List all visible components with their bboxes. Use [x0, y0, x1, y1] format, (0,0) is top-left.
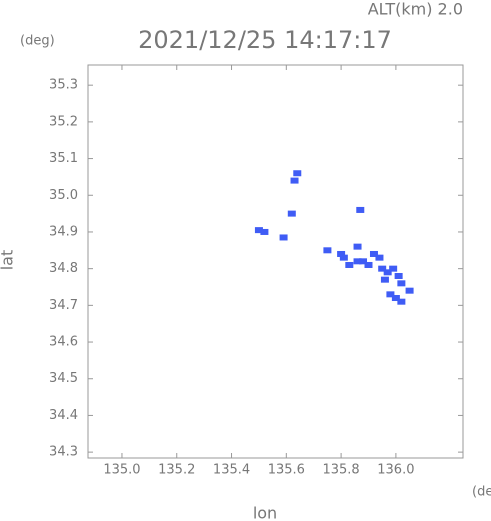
- radar-echo: [345, 261, 354, 268]
- radar-echo: [279, 234, 288, 241]
- y-tick-label: 35.3: [49, 78, 78, 93]
- radar-echo: [356, 206, 365, 213]
- radar-echo: [391, 295, 400, 302]
- radar-echo: [364, 261, 373, 268]
- x-tick-label: 135.6: [268, 463, 305, 478]
- x-tick-label: 135.4: [213, 463, 250, 478]
- radar-echo: [254, 227, 263, 234]
- y-unit: (deg): [20, 34, 55, 49]
- radar-echo: [405, 287, 414, 294]
- y-tick-label: 34.7: [49, 298, 78, 313]
- radar-echo: [353, 243, 362, 250]
- x-tick-label: 135.0: [103, 463, 140, 478]
- radar-echo: [394, 272, 403, 279]
- radar-echo: [290, 177, 299, 184]
- radar-echo: [293, 170, 302, 177]
- y-tick-label: 34.5: [49, 371, 78, 386]
- x-axis-label: lon: [253, 504, 277, 521]
- y-tick-label: 35.1: [49, 151, 78, 166]
- radar-echo: [260, 228, 269, 235]
- radar-echo: [389, 265, 398, 272]
- y-tick-label: 34.3: [49, 445, 78, 460]
- radar-echo: [369, 250, 378, 257]
- radar-echo: [386, 291, 395, 298]
- y-tick-label: 35.2: [49, 114, 78, 129]
- y-tick-label: 35.0: [49, 188, 78, 203]
- radar-echo: [397, 280, 406, 287]
- radar-echo: [378, 265, 387, 272]
- x-tick-label: 135.8: [322, 463, 359, 478]
- radar-echo: [323, 247, 332, 254]
- radar-echo: [359, 258, 368, 265]
- x-unit: (deg): [472, 485, 491, 500]
- radar-echo: [397, 298, 406, 305]
- radar-echo: [337, 250, 346, 257]
- radar-echo: [380, 276, 389, 283]
- radar-echo: [287, 210, 296, 217]
- radar-echo: [353, 258, 362, 265]
- y-tick-label: 34.9: [49, 224, 78, 239]
- y-tick-label: 34.6: [49, 335, 78, 350]
- chart-title: 2021/12/25 14:17:17: [138, 26, 392, 54]
- altitude: ALT(km) 2.0: [368, 0, 463, 19]
- radar-echo: [375, 254, 384, 261]
- plot-frame: [87, 64, 464, 459]
- x-tick-label: 135.2: [158, 463, 195, 478]
- y-tick-label: 34.8: [49, 261, 78, 276]
- y-axis-label: lat: [0, 250, 17, 271]
- radar-echo: [383, 269, 392, 276]
- x-tick-label: 136.0: [377, 463, 414, 478]
- radar-echo: [339, 254, 348, 261]
- y-tick-label: 34.4: [49, 408, 78, 423]
